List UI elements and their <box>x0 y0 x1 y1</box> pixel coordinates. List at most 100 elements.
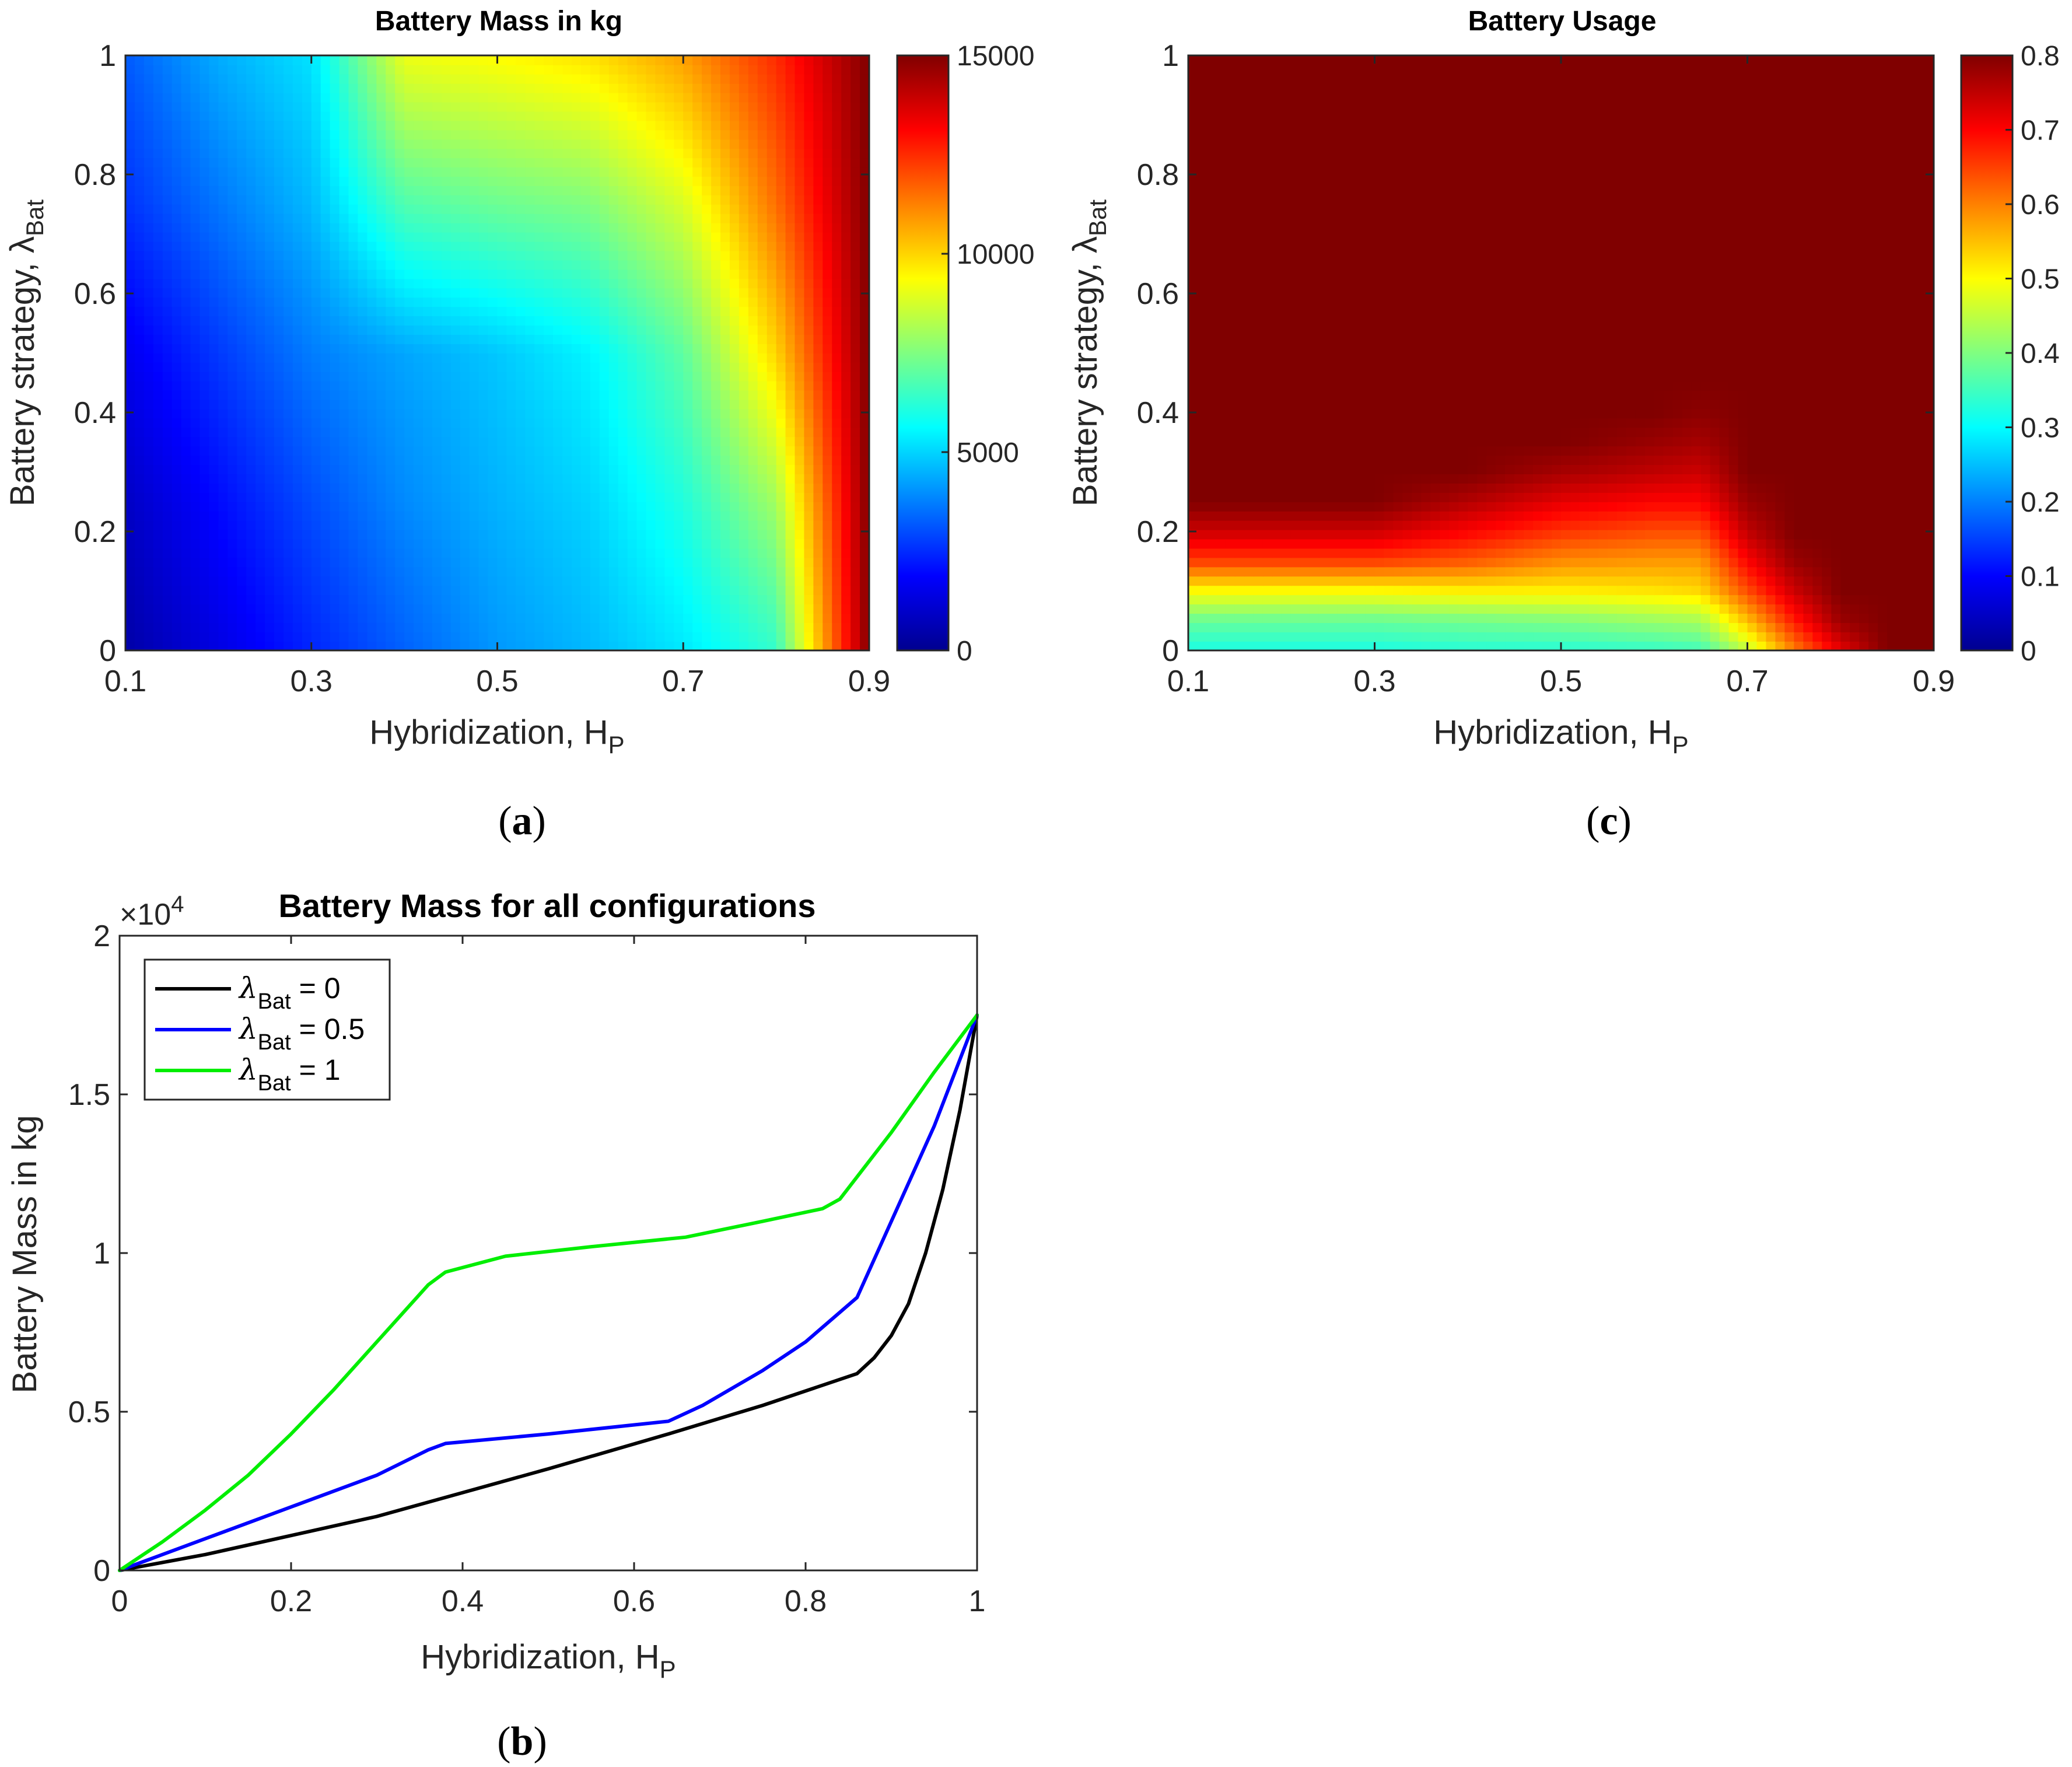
panel-a-heat-cell <box>729 622 740 632</box>
panel-a-heat-cell <box>144 436 154 447</box>
panel-a-heat-cell <box>497 74 508 84</box>
panel-a-heat-cell <box>256 566 265 577</box>
panel-a-heat-cell <box>655 344 666 354</box>
panel-a-heat-cell <box>618 139 628 149</box>
panel-a-heat-cell <box>627 613 638 623</box>
panel-a-heat-cell <box>674 195 684 205</box>
panel-a-heat-cell <box>376 418 387 428</box>
panel-a-heat-cell <box>794 195 805 205</box>
panel-a-heat-cell <box>664 269 675 279</box>
panel-a-heat-cell <box>590 269 600 279</box>
panel-a-heat-cell <box>404 316 414 326</box>
panel-a-heat-cell <box>386 446 396 456</box>
panel-a-heat-cell <box>664 548 675 558</box>
panel-a-heat-cell <box>246 408 256 419</box>
panel-a-heat-cell <box>841 380 851 391</box>
panel-a-heat-cell <box>386 102 396 112</box>
panel-a-heat-cell <box>562 334 572 344</box>
panel-a-heat-cell <box>441 158 452 168</box>
panel-a-heat-cell <box>813 538 824 549</box>
panel-a-heat-cell <box>330 74 340 84</box>
panel-a-heat-cell <box>683 344 693 354</box>
panel-a-heat-cell <box>404 83 414 93</box>
panel-a-heat-cell <box>813 130 824 140</box>
panel-a-heat-cell <box>311 613 321 623</box>
panel-a-heat-cell <box>181 483 191 493</box>
panel-a-heat-cell <box>450 344 461 354</box>
panel-a-heat-cell <box>162 566 173 577</box>
panel-a-heat-cell <box>153 344 163 354</box>
panel-a-heat-cell <box>125 483 135 493</box>
panel-a-heat-cell <box>348 241 359 251</box>
panel-a-heat-cell <box>265 241 275 251</box>
panel-a-heat-cell <box>358 158 368 168</box>
panel-a-heat-cell <box>125 380 135 391</box>
panel-a-heat-cell <box>237 158 247 168</box>
panel-a-heat-cell <box>441 139 452 149</box>
panel-a-heat-cell <box>256 390 265 400</box>
panel-a-heat-cell <box>748 390 758 400</box>
panel-a-heat-cell <box>320 325 331 335</box>
panel-a-heat-cell <box>256 213 265 223</box>
panel-a-heat-cell <box>804 455 814 466</box>
panel-a-heat-cell <box>841 120 851 131</box>
panel-a-heat-cell <box>302 288 312 298</box>
panel-a-heat-cell <box>804 222 814 233</box>
panel-a-heat-cell <box>553 557 563 568</box>
panel-a-heat-cell <box>832 260 842 270</box>
panel-a-heat-cell <box>497 204 508 214</box>
panel-a-heat-cell <box>432 594 442 605</box>
panel-a-heat-cell <box>414 622 424 632</box>
panel-a-heat-cell <box>776 222 786 233</box>
panel-a-heat-cell <box>562 538 572 549</box>
panel-a-heat-cell <box>144 446 154 456</box>
panel-a-heat-cell <box>711 594 721 605</box>
panel-a-heat-cell <box>785 483 796 493</box>
panel-a-heat-cell <box>292 344 303 354</box>
panel-a-heat-cell <box>590 520 600 530</box>
panel-a-heat-cell <box>292 120 303 131</box>
panel-a-heat-cell <box>144 483 154 493</box>
panel-a-heat-cell <box>181 594 191 605</box>
panel-a-heat-cell <box>516 120 526 131</box>
panel-a-heat-cell <box>274 632 284 642</box>
panel-a-heat-cell <box>265 502 275 512</box>
panel-a-heat-cell <box>729 502 740 512</box>
panel-a-heat-cell <box>404 399 414 410</box>
panel-a-heat-cell <box>497 520 508 530</box>
panel-a-heat-cell <box>181 566 191 577</box>
panel-a-heat-cell <box>841 130 851 140</box>
panel-a-heat-cell <box>506 548 517 558</box>
panel-a-heat-cell <box>572 408 582 419</box>
panel-a-heat-cell <box>525 195 536 205</box>
panel-a-heat-cell <box>776 344 786 354</box>
panel-a-heat-cell <box>404 176 414 186</box>
panel-a-heat-cell <box>813 548 824 558</box>
panel-a-heat-cell <box>386 380 396 391</box>
panel-a-heat-cell <box>572 260 582 270</box>
panel-a-heat-cell <box>209 269 219 279</box>
panel-a-heat-cell <box>860 632 870 642</box>
panel-a-heat-cell <box>748 436 758 447</box>
panel-a-heat-cell <box>860 483 870 493</box>
panel-a-heat-cell <box>386 408 396 419</box>
panel-a-heat-cell <box>720 148 730 159</box>
panel-a-heat-cell <box>228 222 238 233</box>
panel-a-heat-cell <box>441 548 452 558</box>
panel-a-heat-cell <box>460 576 470 586</box>
panel-a-heat-cell <box>265 232 275 242</box>
panel-a-heat-cell <box>274 297 284 307</box>
panel-a-heat-cell <box>636 464 647 474</box>
panel-a-heat-cell <box>311 250 321 261</box>
panel-a-heat-cell <box>367 92 377 103</box>
panel-a-heat-cell <box>134 213 145 223</box>
panel-a-heat-cell <box>395 232 405 242</box>
panel-a-heat-cell <box>460 632 470 642</box>
panel-a-heat-cell <box>822 594 833 605</box>
panel-a-heat-cell <box>516 288 526 298</box>
panel-a-heat-cell <box>228 120 238 131</box>
panel-a-heat-cell <box>172 613 182 623</box>
panel-a-heat-cell <box>395 260 405 270</box>
panel-a-heat-cell <box>860 176 870 186</box>
panel-a-heat-cell <box>738 158 749 168</box>
